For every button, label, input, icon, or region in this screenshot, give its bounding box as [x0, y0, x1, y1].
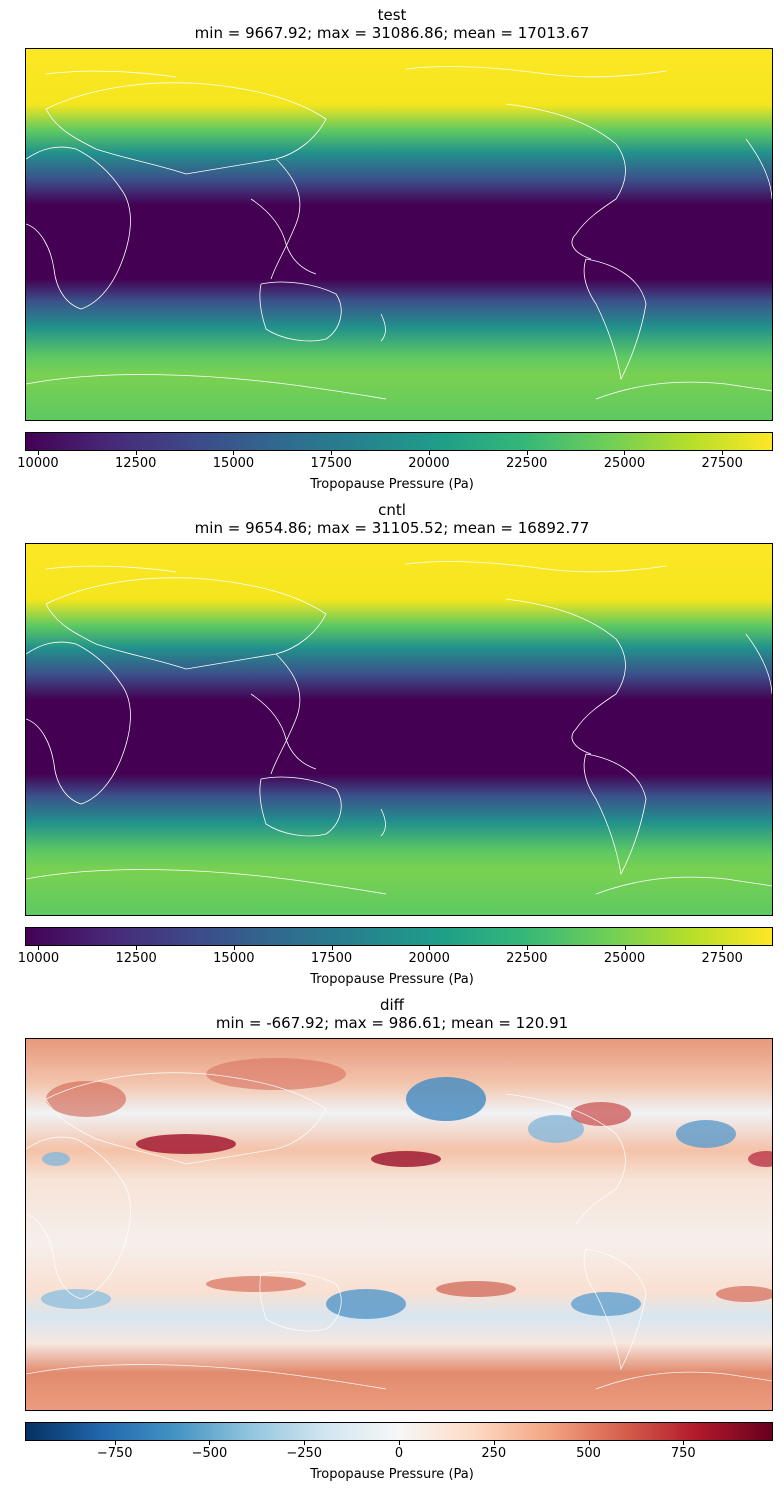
colorbar-label: Tropopause Pressure (Pa) — [310, 477, 474, 492]
colorbar-label: Tropopause Pressure (Pa) — [310, 1467, 474, 1482]
colorbar-tick-label: 20000 — [408, 951, 450, 966]
colorbar-tick-mark — [136, 946, 138, 950]
colorbar-tick-label: 17500 — [310, 951, 353, 966]
colorbar-tick-mark — [722, 946, 724, 950]
colorbar-tick-mark — [722, 451, 724, 455]
panel-title: diff — [379, 996, 405, 1014]
coastlines — [26, 561, 772, 895]
colorbar-tick-mark — [37, 451, 39, 455]
colorbar-tick-mark — [429, 946, 431, 950]
colorbar-tick-label: 25000 — [603, 951, 646, 966]
colorbar-ticks-test: 10000 12500 15000 17500 20000 22500 25000 27500 — [17, 451, 773, 471]
panel-title: cntl — [378, 501, 406, 519]
colorbar-tick-mark — [428, 451, 430, 455]
colorbar-tick-label: 27500 — [701, 456, 743, 471]
map-cntl — [25, 543, 773, 916]
panel-subtitle: min = 9667.92; max = 31086.86; mean = 17… — [194, 24, 590, 42]
colorbar-tick-label: 750 — [670, 1446, 696, 1461]
colorbar-tick-label: 20000 — [408, 456, 450, 471]
panel-subtitle: min = -667.92; max = 986.61; mean = 120.… — [215, 1014, 569, 1032]
colorbar-tick-mark — [493, 1441, 495, 1445]
colorbar-tick-mark — [304, 1441, 306, 1445]
colorbar-tick-mark — [331, 451, 333, 455]
colorbar-tick-mark — [526, 451, 528, 455]
colorbar-cntl — [25, 927, 773, 946]
colorbar-tick-mark — [624, 946, 626, 950]
colorbar-tick-label: 250 — [481, 1446, 507, 1461]
colorbar-tick-mark — [331, 946, 333, 950]
colorbar-test — [25, 432, 773, 451]
colorbar-tick-mark — [624, 451, 626, 455]
colorbar-tick-mark — [588, 1441, 590, 1445]
colorbar-tick-mark — [683, 1441, 685, 1445]
field-layer — [26, 1039, 772, 1410]
colorbar-tick-label: 500 — [576, 1446, 601, 1461]
colorbar-tick-mark — [233, 946, 235, 950]
map-diff — [25, 1038, 773, 1411]
panel-title: test — [377, 6, 407, 24]
coastlines — [26, 1072, 772, 1390]
coastlines — [26, 66, 772, 400]
colorbar-tick-mark — [209, 1441, 211, 1445]
colorbar-tick-label: 22500 — [506, 951, 548, 966]
field-layer — [26, 544, 772, 915]
colorbar-tick-label: 10000 — [17, 951, 60, 966]
colorbar-tick-label: −750 — [96, 1446, 133, 1461]
panel-subtitle: min = 9654.86; max = 31105.52; mean = 16… — [194, 519, 590, 537]
colorbar-ticks-diff: −750 −500 −250 0 250 500 750 — [25, 1441, 773, 1461]
colorbar-tick-label: 22500 — [506, 456, 548, 471]
colorbar-tick-label: 0 — [394, 1446, 404, 1461]
colorbar-tick-label: −500 — [191, 1446, 228, 1461]
colorbar-tick-label: 25000 — [603, 456, 646, 471]
colorbar-tick-label: −250 — [286, 1446, 323, 1461]
colorbar-diff — [25, 1422, 773, 1441]
colorbar-tick-mark — [38, 946, 40, 950]
colorbar-tick-label: 10000 — [17, 456, 59, 471]
map-test — [25, 48, 773, 421]
colorbar-tick-label: 15000 — [213, 951, 255, 966]
colorbar-tick-mark — [114, 1441, 116, 1445]
colorbar-tick-label: 27500 — [701, 951, 743, 966]
colorbar-tick-label: 17500 — [310, 456, 352, 471]
colorbar-tick-label: 12500 — [115, 951, 157, 966]
colorbar-tick-label: 12500 — [115, 456, 157, 471]
field-layer — [26, 49, 772, 420]
colorbar-tick-mark — [233, 451, 235, 455]
colorbar-tick-mark — [526, 946, 528, 950]
colorbar-tick-label: 15000 — [212, 456, 255, 471]
colorbar-tick-mark — [399, 1441, 400, 1445]
anomaly-blobs — [41, 1058, 772, 1319]
colorbar-tick-mark — [135, 451, 137, 455]
colorbar-label: Tropopause Pressure (Pa) — [310, 972, 474, 987]
colorbar-ticks-cntl: 10000 12500 15000 17500 20000 22500 25000 27500 — [18, 946, 773, 966]
